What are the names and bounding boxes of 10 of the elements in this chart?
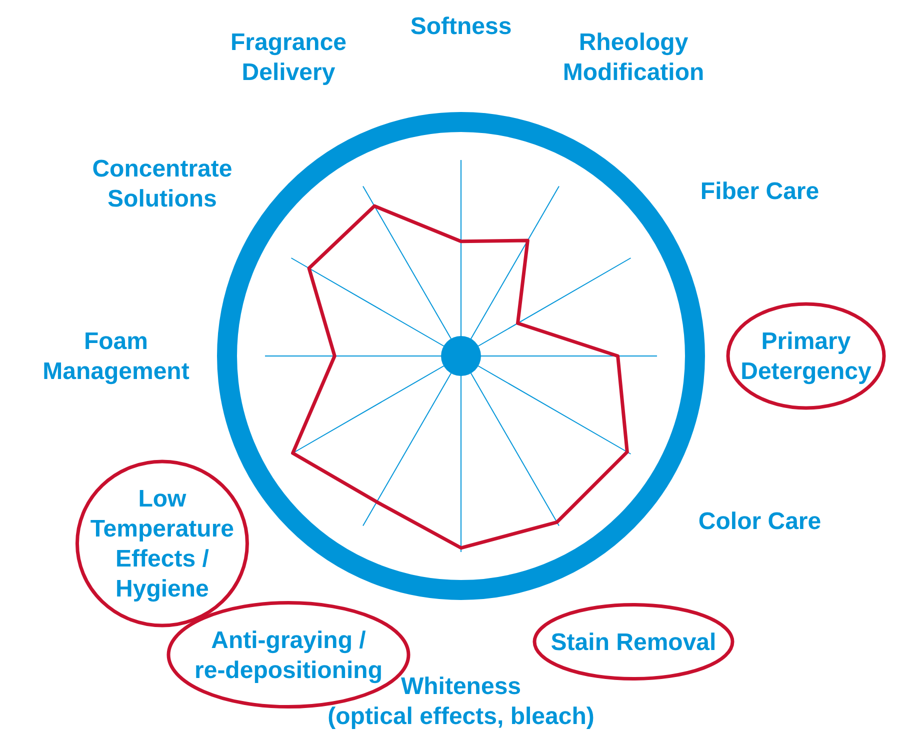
spoke-label: Low Temperature Effects / Hygiene [90,486,234,602]
spoke-label: Concentrate Solutions [92,156,232,212]
spoke-label: Softness [410,13,512,40]
spoke-label: Primary Detergency [740,328,872,385]
spoke-label: Fragrance Delivery [230,29,347,86]
spoke-label: Stain Removal [550,628,716,656]
spoke-label: Foam Management [42,328,190,385]
spoke-label: Fiber Care [700,178,820,205]
spoke-label: Rheology Modification [562,29,704,86]
spoke-label: Color Care [698,508,822,535]
